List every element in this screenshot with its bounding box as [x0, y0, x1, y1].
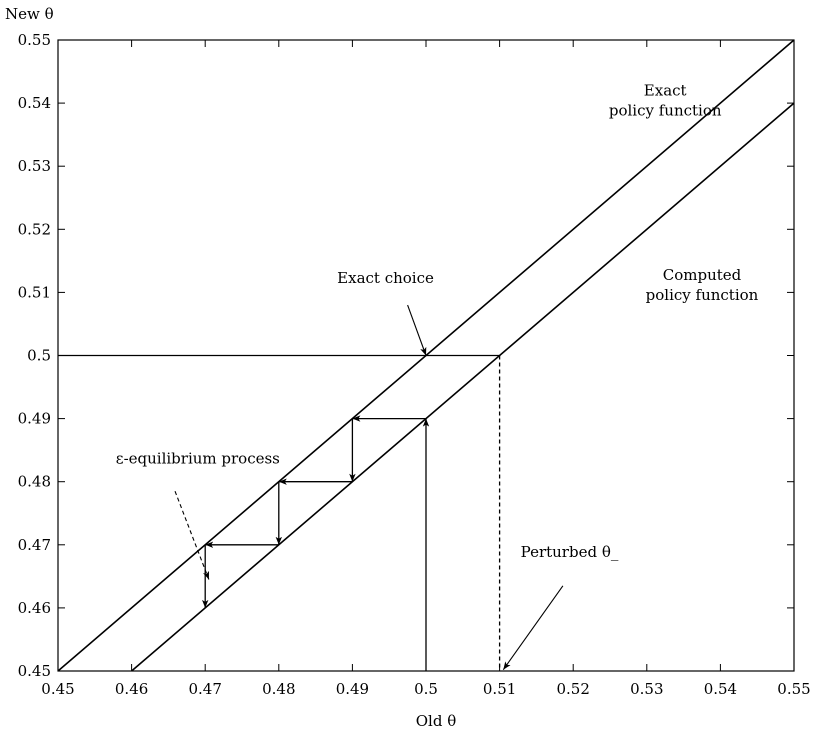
annotation-text: Computed [663, 266, 742, 284]
x-tick-label: 0.47 [188, 680, 221, 698]
annotation-text: ε-equilibrium process [116, 449, 280, 467]
x-axis-label: Old θ [416, 712, 457, 730]
y-tick-label: 0.51 [18, 283, 51, 301]
annotation-text: Perturbed θ_ [521, 543, 619, 561]
annotation-text: Exact [644, 82, 687, 100]
x-tick-label: 0.55 [777, 680, 810, 698]
annotation-pointer [407, 304, 427, 356]
computed-policy-line [131, 102, 795, 672]
annotation-text: Exact choice [337, 269, 434, 287]
x-tick-label: 0.5 [414, 680, 438, 698]
x-tick-label: 0.51 [483, 680, 516, 698]
y-tick-label: 0.5 [27, 347, 51, 365]
annotation-text: policy function [646, 286, 759, 304]
x-tick-label: 0.52 [556, 680, 589, 698]
x-tick-label: 0.54 [704, 680, 737, 698]
y-tick-label: 0.45 [18, 662, 51, 680]
x-tick-label: 0.48 [262, 680, 295, 698]
y-tick-label: 0.49 [18, 410, 51, 428]
y-axis-label: New θ [5, 5, 54, 23]
y-tick-label: 0.47 [18, 536, 51, 554]
x-tick-label: 0.49 [336, 680, 369, 698]
y-tick-label: 0.52 [18, 220, 51, 238]
annotation-pointer [502, 585, 564, 671]
y-tick-label: 0.48 [18, 473, 51, 491]
annotation-pointer [174, 490, 210, 580]
y-tick-label: 0.55 [18, 31, 51, 49]
x-tick-label: 0.45 [41, 680, 74, 698]
y-tick-label: 0.53 [18, 157, 51, 175]
x-tick-label: 0.46 [115, 680, 148, 698]
annotation-text: policy function [609, 102, 722, 120]
y-tick-label: 0.46 [18, 599, 51, 617]
x-tick-label: 0.53 [630, 680, 663, 698]
y-tick-label: 0.54 [18, 94, 51, 112]
